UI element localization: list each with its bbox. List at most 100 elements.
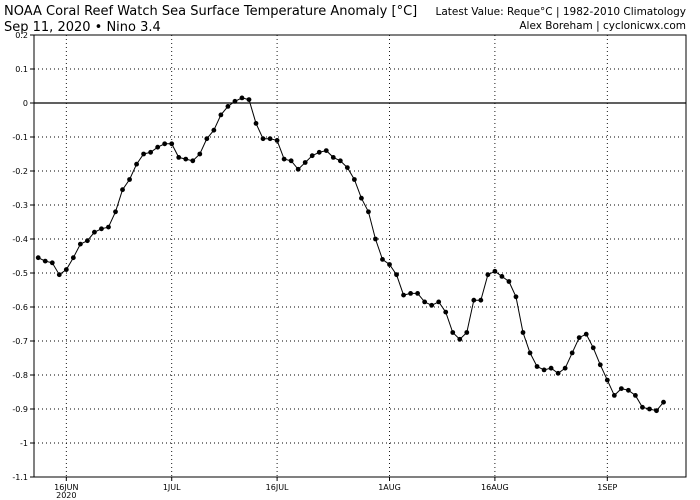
data-point	[260, 136, 266, 142]
data-point	[485, 272, 491, 278]
data-point	[597, 362, 603, 368]
data-point	[520, 330, 526, 335]
data-point	[176, 155, 182, 160]
data-point	[77, 241, 83, 247]
data-point	[506, 279, 512, 284]
y-tick-label: -0.5	[12, 269, 28, 278]
data-point	[429, 302, 435, 308]
data-point	[590, 345, 596, 351]
plot-frame	[33, 34, 687, 478]
data-point	[42, 258, 48, 264]
data-point	[401, 292, 406, 298]
data-point	[373, 236, 378, 242]
data-point	[604, 377, 610, 383]
y-tick-label: 0.1	[15, 65, 28, 74]
data-point	[197, 151, 203, 157]
y-tick-label: 0.2	[15, 31, 28, 40]
data-point	[70, 255, 76, 261]
data-point	[120, 187, 125, 193]
series	[35, 95, 666, 414]
data-point	[415, 291, 421, 296]
data-point	[155, 144, 161, 150]
data-point	[555, 370, 561, 376]
y-tick-label: 0	[23, 99, 28, 108]
data-point	[562, 365, 568, 371]
data-point	[106, 224, 111, 230]
data-point	[576, 335, 582, 340]
data-point	[323, 148, 329, 154]
data-point	[253, 121, 259, 126]
data-point	[633, 393, 638, 398]
data-point	[63, 267, 69, 272]
data-point	[548, 365, 554, 371]
data-point	[654, 408, 659, 414]
data-point	[49, 260, 55, 266]
data-point	[35, 255, 41, 261]
y-tick-label: -0.7	[12, 337, 28, 346]
x-tick-sublabel: 2020	[56, 491, 76, 500]
y-tick-label: -0.3	[12, 201, 28, 210]
data-point	[499, 274, 505, 279]
data-point	[492, 268, 498, 274]
chart-title: NOAA Coral Reef Watch Sea Surface Temper…	[4, 4, 418, 19]
data-point	[464, 330, 470, 335]
data-point	[288, 158, 294, 164]
data-point	[471, 297, 477, 303]
y-tick-label: -0.6	[12, 303, 28, 312]
data-point	[232, 98, 238, 104]
data-point	[478, 297, 484, 303]
y-tick-label: -0.4	[12, 235, 28, 244]
data-point	[281, 156, 287, 162]
data-point	[513, 294, 519, 300]
x-tick-label: 16AUG	[481, 483, 509, 492]
data-point	[394, 272, 399, 278]
series-line	[38, 97, 664, 412]
chart-subtitle: Sep 11, 2020 • Nino 3.4	[4, 20, 161, 35]
data-point	[527, 350, 533, 356]
data-point	[625, 387, 631, 393]
data-point	[92, 229, 97, 235]
data-point	[541, 367, 547, 373]
data-point	[583, 331, 589, 337]
data-point	[162, 141, 168, 147]
data-point	[99, 226, 104, 232]
latest-value-label: Latest Value: Reque°C | 1982-2010 Climat…	[435, 6, 686, 18]
data-point	[443, 309, 449, 315]
data-point	[295, 166, 301, 172]
y-tick-label: -0.1	[12, 133, 28, 142]
data-point	[148, 149, 154, 155]
data-point	[218, 112, 224, 118]
y-tick-label: -1.1	[12, 473, 28, 482]
data-point	[169, 141, 175, 147]
data-point	[534, 364, 540, 369]
data-point	[351, 177, 357, 182]
data-point	[211, 127, 217, 133]
data-point	[309, 153, 315, 159]
data-point	[344, 165, 350, 171]
data-point	[225, 104, 231, 109]
data-point	[387, 262, 392, 267]
data-point	[366, 209, 371, 215]
y-tick-label: -1	[20, 439, 28, 448]
y-tick-label: -0.2	[12, 167, 28, 176]
data-point	[141, 151, 147, 157]
data-point	[450, 330, 456, 335]
data-point	[422, 299, 428, 305]
data-point	[618, 386, 624, 391]
axes: 0.2 0.1 0 -0.1 -0.2 -0.3 -0.4 -0.5 -0.6 -0.7 -0.8 -…	[12, 31, 617, 500]
data-point	[569, 350, 575, 356]
data-point	[647, 406, 652, 412]
data-point	[661, 399, 666, 405]
data-point	[127, 177, 132, 182]
x-tick-label: 16JUL	[266, 483, 289, 492]
data-point	[85, 238, 90, 244]
data-point	[640, 404, 645, 410]
x-tick-label: 1JUL	[163, 483, 181, 492]
data-point	[611, 393, 617, 398]
data-point	[408, 291, 413, 296]
data-point	[56, 272, 62, 278]
data-point	[134, 161, 139, 167]
data-point	[380, 257, 385, 262]
y-tick-label: -0.8	[12, 371, 28, 380]
